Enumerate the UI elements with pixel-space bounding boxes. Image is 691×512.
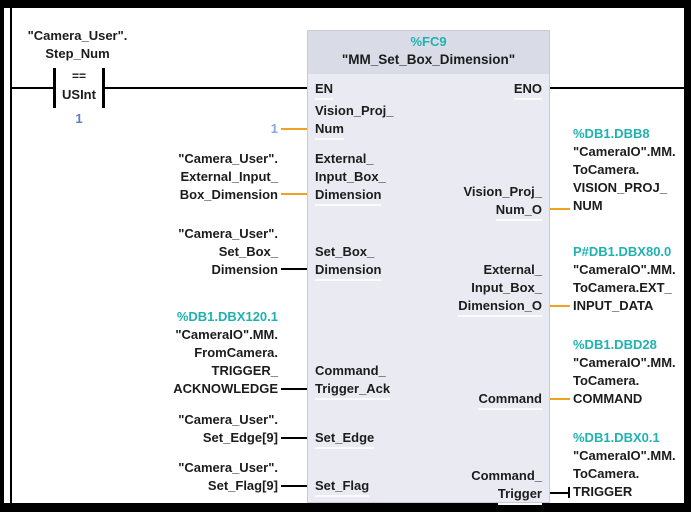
contact-data-type[interactable]: USInt (62, 87, 96, 102)
contact-operator[interactable]: == (71, 69, 86, 83)
operand-external-input-box-dimension-out[interactable]: P#DB1.DBX80.0 "CameraIO".MM. ToCamera.EX… (573, 244, 676, 313)
operand-command-trigger-ack[interactable]: %DB1.DBX120.1 "CameraIO".MM. FromCamera.… (173, 309, 278, 396)
fc-block-header[interactable]: %FC9 "MM_Set_Box_Dimension" (307, 30, 550, 74)
wire-contact-to-block (105, 87, 307, 89)
wire-in-command-trigger-ack (281, 388, 307, 390)
frame-left (0, 0, 4, 512)
contact-left-bar (53, 68, 56, 108)
operand-vision-proj-num-out[interactable]: %DB1.DBB8 "CameraIO".MM. ToCamera. VISIO… (573, 126, 676, 213)
frame-bottom (0, 503, 691, 512)
wire-in-set-flag (281, 485, 307, 487)
wire-out-external-input-box-dimension-o (550, 305, 570, 307)
contact-compare-value[interactable]: 1 (75, 111, 83, 126)
fc-block-name[interactable]: "MM_Set_Box_Dimension" (341, 52, 516, 67)
operand-command-trigger-out[interactable]: %DB1.DBX0.1 "CameraIO".MM. ToCamera. TRI… (573, 430, 676, 499)
fc-block-body[interactable] (307, 30, 550, 503)
wire-in-external-input-box-dimension (281, 193, 307, 195)
wire-out-command-trigger-terminal (568, 487, 570, 498)
contact-operand-line[interactable]: "Camera_User". (27, 28, 128, 43)
pin-out-external-input-box-dimension-o[interactable]: External_ Input_Box_ Dimension_O (410, 261, 542, 317)
wire-in-set-box-dimension (281, 268, 307, 270)
contact-operand[interactable]: "Camera_User". Step_Num (10, 27, 145, 63)
pin-en[interactable]: EN (315, 80, 465, 100)
pin-out-vision-proj-num-o[interactable]: Vision_Proj_ Num_O (410, 183, 542, 221)
operand-set-flag[interactable]: "Camera_User". Set_Flag[9] (178, 460, 278, 493)
frame-right (684, 0, 691, 512)
wire-in-vision-proj-num (281, 128, 307, 130)
pin-in-set-box-dimension[interactable]: Set_Box_ Dimension (315, 243, 465, 281)
operand-set-edge[interactable]: "Camera_User". Set_Edge[9] (178, 412, 278, 445)
fc-block-address[interactable]: %FC9 (410, 34, 447, 49)
pin-in-command-trigger-ack[interactable]: Command_ Trigger_Ack (315, 362, 465, 400)
power-rail (10, 8, 12, 503)
wire-in-set-edge (281, 437, 307, 439)
pin-in-set-edge[interactable]: Set_Edge (315, 429, 465, 449)
wire-rail-to-contact (12, 87, 53, 89)
operand-set-box-dimension[interactable]: "Camera_User". Set_Box_ Dimension (178, 226, 278, 277)
pin-out-command[interactable]: Command (410, 390, 542, 410)
wire-out-vision-proj-num-o (550, 208, 570, 210)
contact-right-bar (102, 68, 105, 108)
pin-eno[interactable]: ENO (410, 80, 542, 100)
wire-eno-out (550, 87, 684, 89)
wire-out-command-trigger (550, 492, 568, 494)
pin-out-command-trigger[interactable]: Command_ Trigger (410, 467, 542, 505)
frame-top (0, 0, 691, 8)
operand-command-out[interactable]: %DB1.DBD28 "CameraIO".MM. ToCamera. COMM… (573, 337, 676, 406)
operand-external-input-box-dimension[interactable]: "Camera_User". External_Input_ Box_Dimen… (178, 151, 278, 202)
operand-vision-proj-num-value[interactable]: 1 (270, 121, 278, 136)
pin-in-set-flag[interactable]: Set_Flag (315, 477, 465, 497)
pin-in-external-input-box-dimension[interactable]: External_ Input_Box_ Dimension (315, 150, 465, 206)
pin-in-vision-proj-num[interactable]: Vision_Proj_ Num (315, 102, 465, 140)
contact-operand-line[interactable]: Step_Num (45, 46, 110, 61)
wire-out-command (550, 398, 570, 400)
